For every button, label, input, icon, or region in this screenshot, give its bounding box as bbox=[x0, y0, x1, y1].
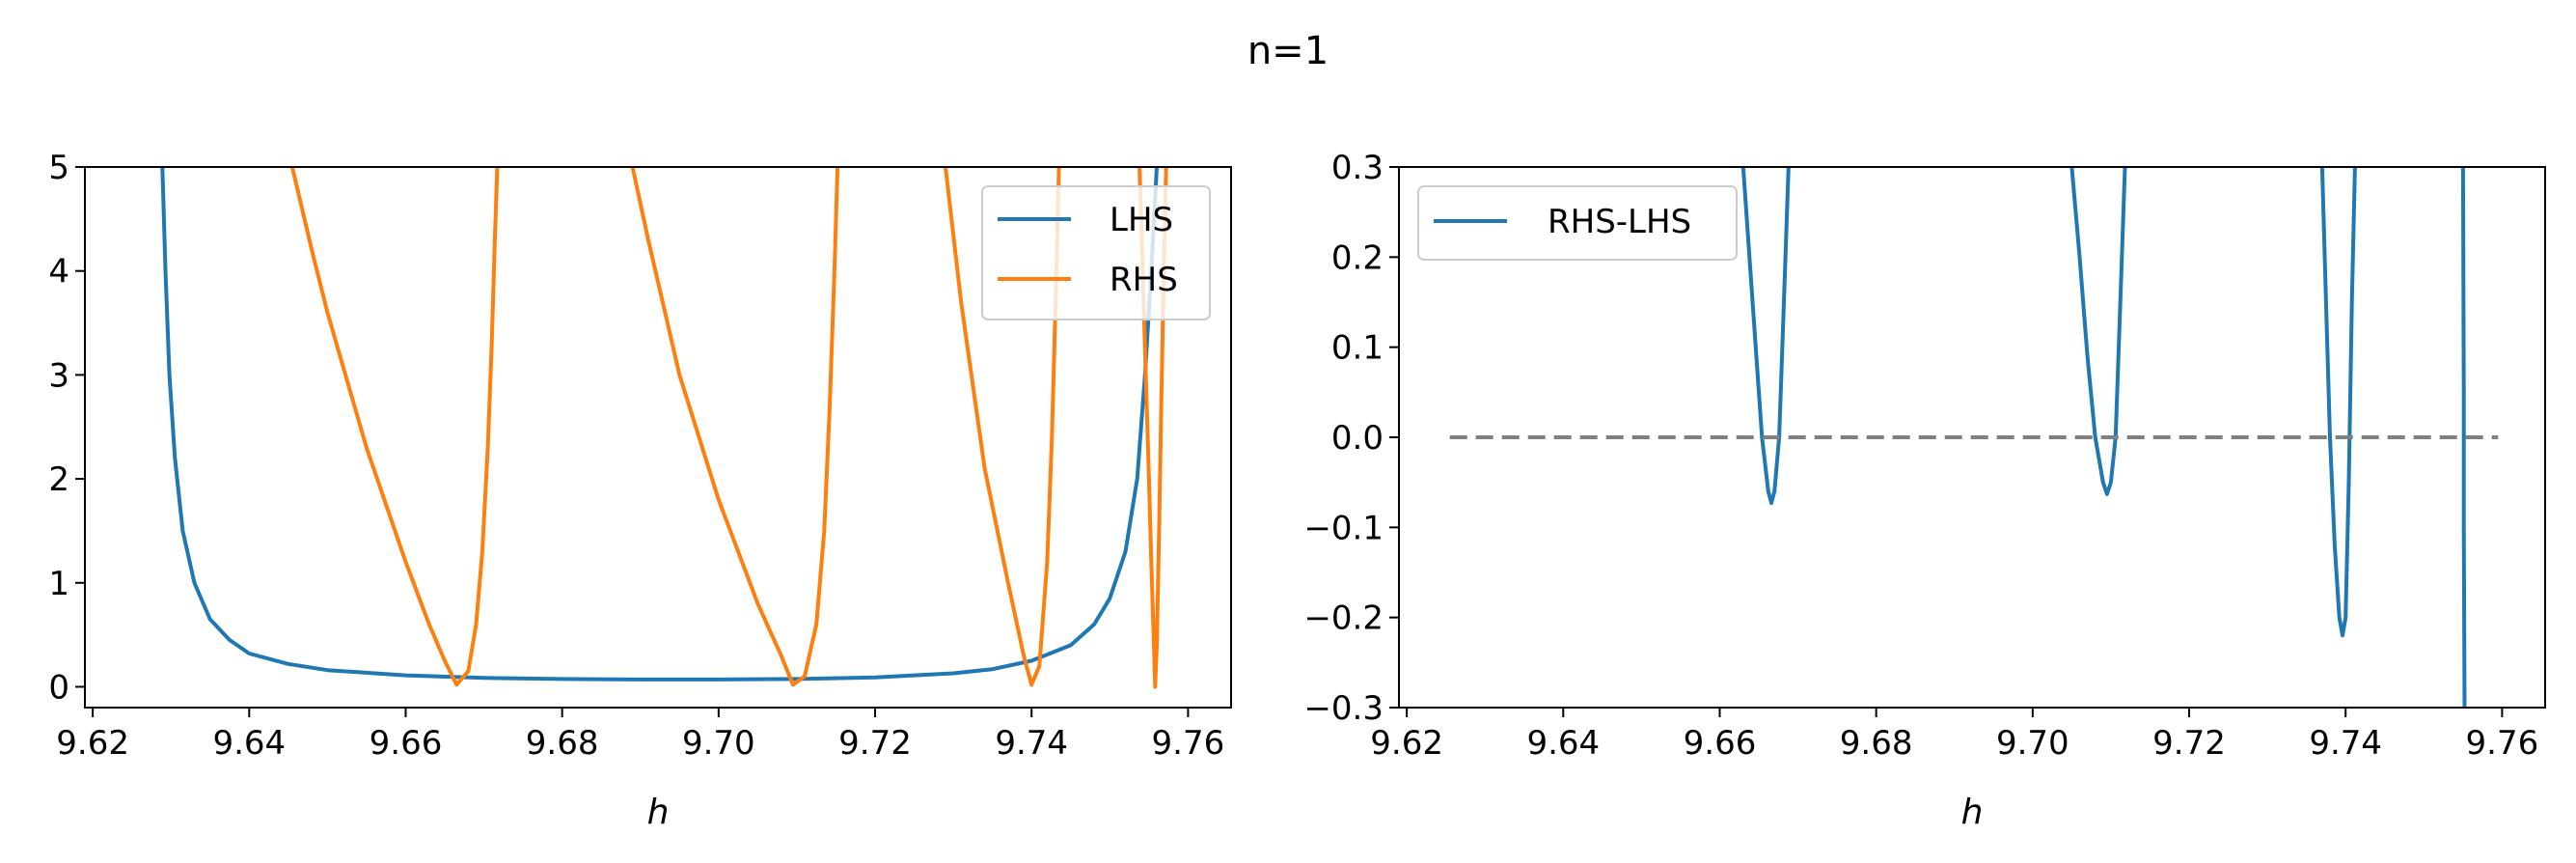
y-tick-label: 3 bbox=[48, 356, 69, 395]
x-tick-label: 9.74 bbox=[2309, 724, 2382, 763]
y-tick-label: 0.0 bbox=[1331, 419, 1384, 458]
plot-frame bbox=[84, 166, 1232, 709]
x-tick-label: 9.74 bbox=[995, 724, 1068, 763]
x-tick-label: 9.70 bbox=[1996, 724, 2069, 763]
rhs-line bbox=[1137, 167, 1168, 689]
x-tick-label: 9.62 bbox=[56, 724, 129, 763]
x-tick-label: 9.72 bbox=[838, 724, 912, 763]
rhs-lhs-line bbox=[2319, 167, 2357, 638]
legend: LHS RHS bbox=[981, 185, 1211, 320]
x-tick-label: 9.62 bbox=[1370, 724, 1443, 763]
rhs-line bbox=[944, 167, 1061, 687]
chart-lhs-rhs: 9.62 9.64 9.66 9.68 9.70 9.72 9.74 9.76 012345 … bbox=[48, 149, 1232, 832]
rhs-line bbox=[289, 167, 500, 687]
x-tick-label: 9.68 bbox=[1840, 724, 1913, 763]
legend: RHS-LHS bbox=[1417, 185, 1738, 261]
y-tick-label: −0.2 bbox=[1303, 599, 1384, 638]
rhs-lhs-line bbox=[1740, 167, 1791, 506]
x-tick-label: 9.76 bbox=[1152, 724, 1225, 763]
y-tick-label: −0.3 bbox=[1303, 689, 1384, 728]
y-tick-label: 0 bbox=[48, 668, 69, 707]
lhs-line bbox=[160, 167, 1159, 682]
legend-label-rhs-lhs: RHS-LHS bbox=[1548, 203, 1691, 241]
x-tick-label: 9.66 bbox=[1684, 724, 1757, 763]
x-axis-label: h bbox=[1961, 793, 1984, 832]
x-tick-label: 9.64 bbox=[212, 724, 286, 763]
y-tick-label: 0.2 bbox=[1331, 238, 1384, 277]
chart-rhs-minus-lhs: 9.62 9.64 9.66 9.68 9.70 9.72 9.74 9.76 −0.3 −0.… bbox=[1303, 149, 2546, 832]
legend-box bbox=[981, 185, 1211, 320]
legend-label-rhs: RHS bbox=[1110, 261, 1178, 299]
y-tick-label: 4 bbox=[48, 253, 69, 292]
x-tick-label: 9.72 bbox=[2152, 724, 2226, 763]
y-tick-label: −0.1 bbox=[1303, 509, 1384, 547]
rhs-lhs-line bbox=[2069, 167, 2127, 496]
x-tick-label: 9.64 bbox=[1526, 724, 1600, 763]
x-tick-label: 9.66 bbox=[370, 724, 443, 763]
rhs-line bbox=[630, 167, 840, 687]
x-tick-label: 9.70 bbox=[682, 724, 755, 763]
x-tick-label: 9.76 bbox=[2466, 724, 2539, 763]
figure-title: n=1 bbox=[1247, 29, 1329, 73]
rhs-lhs-line bbox=[2460, 167, 2467, 708]
legend-box bbox=[1417, 185, 1738, 261]
y-tick-label: 5 bbox=[48, 149, 69, 187]
y-tick-label: 1 bbox=[48, 565, 69, 603]
y-tick-label: 0.1 bbox=[1331, 329, 1384, 368]
y-tick-label: 0.3 bbox=[1331, 149, 1384, 187]
x-axis-label: h bbox=[647, 793, 670, 832]
legend-label-lhs: LHS bbox=[1110, 201, 1173, 239]
x-tick-label: 9.68 bbox=[526, 724, 599, 763]
y-tick-label: 2 bbox=[48, 460, 69, 499]
